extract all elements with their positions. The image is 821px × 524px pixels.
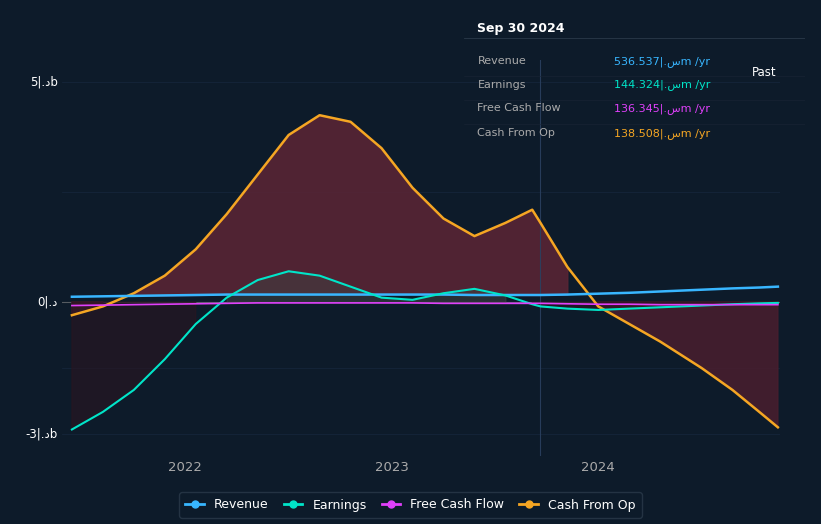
Text: Earnings: Earnings: [478, 80, 526, 90]
Text: 138.508|.سm /yr: 138.508|.سm /yr: [614, 128, 710, 139]
Text: 0|.د: 0|.د: [38, 296, 58, 309]
Text: Cash From Op: Cash From Op: [478, 128, 555, 138]
Text: 536.537|.سm /yr: 536.537|.سm /yr: [614, 56, 710, 67]
Text: -3|.دb: -3|.دb: [25, 428, 58, 440]
Text: 136.345|.سm /yr: 136.345|.سm /yr: [614, 103, 710, 114]
Text: 144.324|.سm /yr: 144.324|.سm /yr: [614, 79, 710, 90]
Text: 5|.دb: 5|.دb: [30, 76, 58, 89]
Text: Past: Past: [752, 66, 777, 79]
Text: Sep 30 2024: Sep 30 2024: [478, 21, 565, 35]
Text: Free Cash Flow: Free Cash Flow: [478, 103, 561, 113]
Legend: Revenue, Earnings, Free Cash Flow, Cash From Op: Revenue, Earnings, Free Cash Flow, Cash …: [179, 492, 642, 518]
Text: Revenue: Revenue: [478, 56, 526, 66]
